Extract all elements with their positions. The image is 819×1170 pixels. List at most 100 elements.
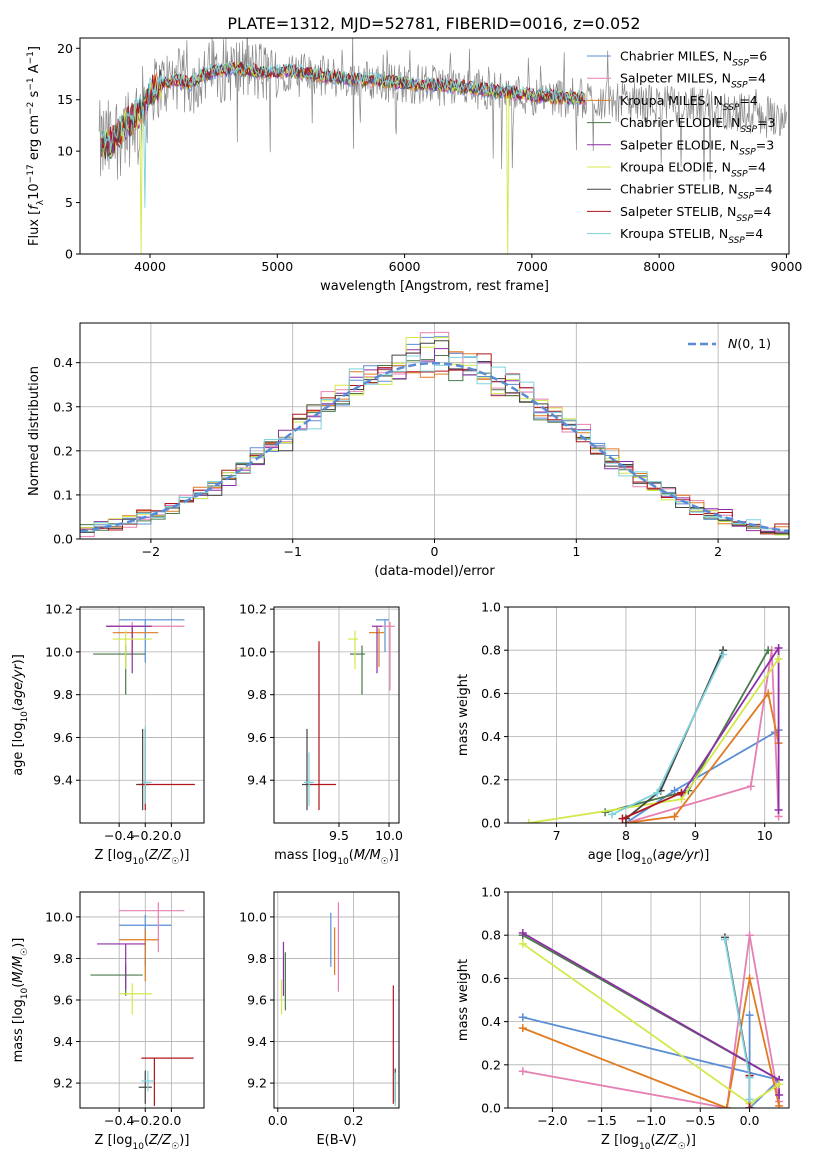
mw-age-series-line xyxy=(625,650,780,823)
legend-label: Kroupa MILES, NSSP=4 xyxy=(620,93,758,113)
legend-label: N(0, 1) xyxy=(728,336,771,351)
legend-label: Kroupa ELODIE, NSSP=4 xyxy=(620,160,766,180)
mass-z-ytick-label: 10.0 xyxy=(45,909,73,924)
mw-age-series-line xyxy=(611,654,724,816)
mw-age-plot-area xyxy=(524,644,783,823)
mw-age-marker xyxy=(764,689,773,698)
mw-z-xlabel-part: ☉ xyxy=(678,1142,686,1152)
residuals-xlabel-part: (data-model)/error xyxy=(374,564,495,579)
age-z-ytick-label: 9.6 xyxy=(53,730,73,745)
age-z-ytick-label: 9.4 xyxy=(53,773,73,788)
age-z-xlabel-part: ☉ xyxy=(171,857,179,867)
residuals-ytick-label: 0.1 xyxy=(53,487,73,502)
legend-label: Chabrier STELIB, NSSP=4 xyxy=(620,182,773,202)
legend-label-text: Salpeter MILES, N xyxy=(620,71,731,86)
legend-label: Chabrier ELODIE, NSSP=3 xyxy=(620,115,775,135)
legend-label-sub: SSP xyxy=(728,236,745,246)
mass-z-ylabel-part: M/M xyxy=(11,956,26,983)
legend-label-text: Kroupa STELIB, N xyxy=(620,226,728,241)
residuals-xlabel: (data-model)/error xyxy=(374,564,495,579)
legend-label-text: Salpeter ELODIE, N xyxy=(620,137,739,152)
age-mass-ytick-label: 10.0 xyxy=(239,644,267,659)
residuals-xtick-label: 0 xyxy=(431,544,439,559)
spectrum-ylabel-part: −1 xyxy=(26,51,36,64)
age-mass-frame xyxy=(273,606,400,824)
spectrum-frame xyxy=(79,37,790,255)
legend-label-text: Kroupa MILES, N xyxy=(620,93,723,108)
mw-age-frame xyxy=(507,606,790,824)
mass-z-axes: −0.4−0.2 0.09.29.49.69.810.0Z [log10(Z/Z☉… xyxy=(11,891,205,1152)
mw-age-marker xyxy=(774,654,783,663)
mw-age-xlabel-part: )] xyxy=(699,848,709,863)
mass-z-ytick-label: 9.6 xyxy=(53,993,73,1008)
spectrum-xtick-label: 8000 xyxy=(643,259,675,274)
mass-ebv-ytick-label: 9.4 xyxy=(247,1034,267,1049)
mw-age-marker xyxy=(670,812,679,821)
mass-z-xtick-label: −0.2 xyxy=(130,1113,160,1128)
mw-z-marker xyxy=(745,1095,754,1104)
mw-age-marker xyxy=(608,810,617,819)
residuals-xtick-label: 1 xyxy=(572,544,580,559)
mw-age-marker xyxy=(524,819,533,823)
mass-ebv-plot-area xyxy=(280,902,396,1106)
mw-age-xlabel-part: age/yr xyxy=(657,848,700,863)
legend-label-sub: SSP xyxy=(740,125,757,135)
residuals-axes: −2 −1 0 1 2 0.0 0.1 0.2 0.3 0.4 (data-model)/error… xyxy=(27,322,790,579)
mw-z-xlabel-part: )] xyxy=(686,1133,696,1148)
mw-age-ytick-label: 1.0 xyxy=(481,600,501,615)
age-z-xtick-label: −0.4 xyxy=(104,828,134,843)
spectrum-ylabel-part: −2 xyxy=(26,102,36,115)
mw-age-ytick-label: 0.4 xyxy=(481,729,501,744)
mass-z-xlabel-part: ☉ xyxy=(171,1142,179,1152)
mw-z-ylabel: mass weight xyxy=(456,959,471,1041)
mw-age-xtick-label: 10 xyxy=(757,828,773,843)
residuals-xtick-label: 2 xyxy=(714,544,722,559)
mass-ebv-xlabel-part: E(B-V) xyxy=(316,1133,356,1148)
mass-ebv-axes: 0.0 0.2 9.2 9.4 9.6 9.8 10.0 E(B-V) xyxy=(239,891,400,1148)
mw-z-marker xyxy=(518,929,527,938)
mw-z-axes: −2.0 −1.5 −1.0 −0.5 0.0 0.0 0.2 0.4 0.6 0.8 1.0 Z [… xyxy=(456,885,790,1152)
mass-z-ylabel-part: ☉ xyxy=(20,948,30,956)
age-mass-xlabel-part: mass [log xyxy=(274,848,337,863)
mass-z-xlabel-part: 10 xyxy=(132,1142,144,1152)
mw-z-xlabel-part: Z/Z xyxy=(655,1133,679,1148)
mw-z-xlabel: Z [log10(Z/Z☉)] xyxy=(601,1133,696,1152)
mw-z-marker xyxy=(518,1013,527,1022)
mw-age-xlabel-part: 10 xyxy=(641,857,653,867)
age-z-xlabel: Z [log10(Z/Z☉)] xyxy=(95,848,190,867)
mw-z-marker xyxy=(775,1101,784,1108)
mw-z-xlabel-part: 10 xyxy=(639,1142,651,1152)
legend-label-part: N xyxy=(728,336,738,351)
mw-z-xtick-label: −1.5 xyxy=(586,1113,616,1128)
residuals-plot-area xyxy=(80,331,789,538)
legend-label-sub: SSP xyxy=(731,170,748,180)
mw-z-marker xyxy=(745,1011,754,1020)
mw-z-marker xyxy=(745,1104,754,1108)
age-mass-xtick-label: 10.0 xyxy=(375,828,403,843)
spectrum-ylabel-part: Flux [ xyxy=(27,210,42,246)
mass-ebv-ytick-label: 10.0 xyxy=(239,909,267,924)
spectrum-plot-area xyxy=(98,38,787,254)
legend-label-sub: SSP xyxy=(732,59,749,69)
mass-z-ylabel-part: mass [log xyxy=(11,999,26,1062)
age-z-ylabel: age [log10(age/yr)] xyxy=(11,654,30,776)
age-z-ylabel-part: 10 xyxy=(20,711,30,723)
mw-age-marker xyxy=(719,650,728,659)
mw-z-ytick-label: 0.6 xyxy=(481,971,501,986)
mw-age-ylabel: mass weight xyxy=(456,674,471,756)
mw-z-series-line xyxy=(522,978,780,1108)
mw-z-ytick-label: 0.4 xyxy=(481,1014,501,1029)
spectrum-xtick-label: 9000 xyxy=(771,259,803,274)
spectrum-ytick-label: 20 xyxy=(57,41,73,56)
mw-age-marker xyxy=(774,806,783,815)
spectrum-model-line xyxy=(101,62,586,208)
legend-label-tail: =4 xyxy=(748,71,766,86)
residuals-ytick-label: 0.0 xyxy=(53,532,73,547)
residuals-ytick-label: 0.3 xyxy=(53,399,73,414)
age-z-frame xyxy=(79,606,205,824)
age-z-ytick-label: 9.8 xyxy=(53,687,73,702)
age-z-ylabel-part: )] xyxy=(11,654,26,664)
plot-layer: 4000 5000 6000 7000 8000 900005101520waveleng… xyxy=(11,37,803,1152)
